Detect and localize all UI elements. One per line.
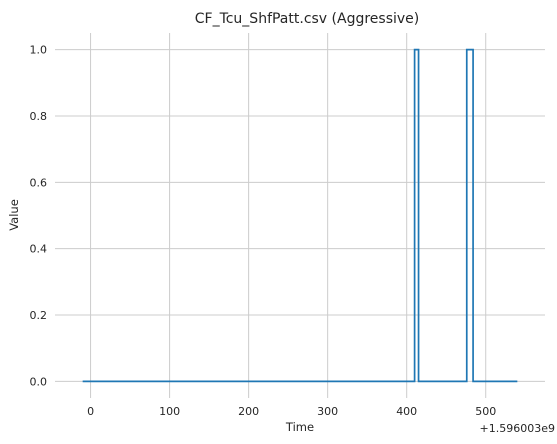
y-axis-ticks: 0.0 0.2 0.4 0.6 0.8 1.0 xyxy=(30,44,48,389)
x-axis-offset-label: +1.596003e9 xyxy=(480,422,555,435)
x-tick-label: 300 xyxy=(317,405,338,418)
y-tick-label: 0.4 xyxy=(30,243,48,256)
series-layer xyxy=(82,48,518,383)
y-tick-label: 0.8 xyxy=(30,110,48,123)
y-tick-label: 0.0 xyxy=(30,375,48,388)
y-tick-label: 0.2 xyxy=(30,309,48,322)
y-tick-label: 0.6 xyxy=(30,176,48,189)
chart-title: CF_Tcu_ShfPatt.csv (Aggressive) xyxy=(195,11,420,27)
data-line xyxy=(82,48,518,383)
x-axis-label: Time xyxy=(285,420,314,434)
y-axis-label: Value xyxy=(7,199,21,231)
x-tick-label: 200 xyxy=(238,405,259,418)
x-tick-label: 0 xyxy=(87,405,94,418)
x-tick-label: 400 xyxy=(396,405,417,418)
x-axis-ticks: 0 100 200 300 400 500 xyxy=(87,405,496,418)
gridlines xyxy=(55,33,545,398)
x-tick-label: 100 xyxy=(159,405,180,418)
x-tick-label: 500 xyxy=(475,405,496,418)
y-tick-label: 1.0 xyxy=(30,44,48,57)
